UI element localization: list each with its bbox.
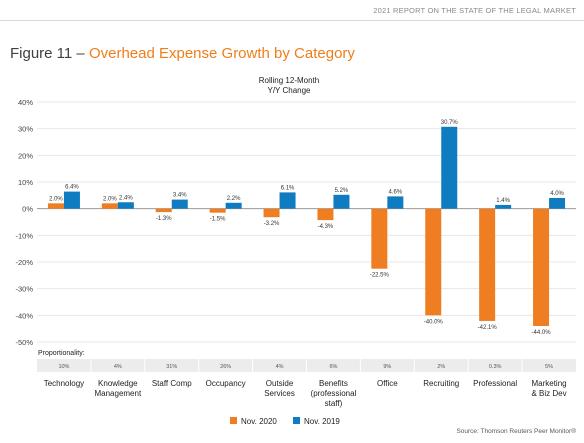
source-note: Source: Thomson Reuters Peer Monitor® — [456, 428, 576, 435]
category-label: Management — [94, 389, 141, 398]
proportionality-value: 4% — [114, 364, 122, 370]
legend-swatch-nov-2019 — [293, 417, 300, 424]
category-label: Occupancy — [206, 379, 246, 388]
category-label: Professional — [473, 379, 517, 388]
data-label-nov-2020: -4.3% — [318, 224, 334, 230]
report-header: 2021 REPORT ON THE STATE OF THE LEGAL MA… — [0, 0, 584, 21]
proportionality-value: 6% — [329, 364, 337, 370]
bar-nov-2019 — [279, 192, 296, 209]
proportionality-value: 4% — [276, 364, 284, 370]
category-label: Technology — [44, 379, 84, 388]
bar-nov-2020 — [155, 208, 172, 213]
bar-nov-2019 — [549, 198, 566, 209]
data-label-nov-2020: -1.5% — [210, 217, 226, 223]
figure-title-text: Overhead Expense Growth by Category — [88, 45, 355, 62]
category-label: Outside — [266, 379, 294, 388]
category-label: Recruiting — [423, 379, 459, 388]
chart-subtitle-line1: Rolling 12-Month — [259, 76, 319, 85]
data-label-nov-2020: -44.0% — [532, 330, 552, 336]
data-label-nov-2020: -3.2% — [264, 221, 280, 227]
data-label-nov-2020: -22.5% — [370, 273, 390, 279]
bar-nov-2019 — [225, 202, 242, 209]
data-label-nov-2020: -40.0% — [424, 319, 444, 325]
bar-nov-2019 — [63, 191, 80, 209]
data-label-nov-2020: 2.0% — [103, 196, 117, 202]
bar-nov-2020 — [263, 208, 280, 218]
report-title: 2021 REPORT ON THE STATE OF THE LEGAL MA… — [373, 6, 576, 15]
proportionality-value: 10% — [58, 364, 69, 370]
bar-nov-2019 — [441, 126, 458, 209]
bar-nov-2020 — [479, 208, 496, 321]
proportionality-value: 5% — [545, 364, 553, 370]
y-tick-label: -50% — [15, 338, 33, 347]
data-label-nov-2019: 4.0% — [550, 191, 564, 197]
category-label: staff) — [325, 399, 343, 408]
bar-nov-2020 — [47, 203, 64, 209]
legend-label-nov-2019: Nov. 2019 — [304, 417, 340, 426]
figure-number: Figure 11 – — [10, 45, 89, 62]
bar-nov-2020 — [101, 203, 118, 209]
data-label-nov-2019: 6.1% — [281, 185, 295, 191]
y-tick-label: 0% — [22, 205, 33, 214]
legend-label-nov-2020: Nov. 2020 — [241, 417, 277, 426]
category-label: Services — [264, 389, 295, 398]
data-label-nov-2019: 5.2% — [335, 188, 349, 194]
data-label-nov-2020: 2.0% — [49, 196, 63, 202]
proportionality-value: 9% — [383, 364, 391, 370]
data-label-nov-2020: -1.3% — [156, 216, 172, 222]
data-label-nov-2019: 3.4% — [173, 193, 187, 199]
legend-swatch-nov-2020 — [230, 417, 237, 424]
proportionality-value: 26% — [220, 364, 231, 370]
category-label: Knowledge — [98, 379, 138, 388]
category-label: (professional — [311, 389, 357, 398]
proportionality-heading: Proportionality: — [38, 350, 85, 357]
data-label-nov-2019: 4.6% — [389, 189, 403, 195]
y-tick-label: 40% — [18, 98, 33, 107]
category-label: & Biz Dev — [531, 389, 566, 398]
data-label-nov-2020: -42.1% — [478, 325, 498, 331]
data-label-nov-2019: 30.7% — [441, 120, 459, 126]
y-tick-label: 20% — [18, 151, 33, 160]
data-label-nov-2019: 2.2% — [227, 196, 241, 202]
bar-nov-2020 — [425, 208, 442, 316]
bar-nov-2019 — [171, 199, 188, 209]
bar-nov-2020 — [371, 208, 388, 269]
y-tick-label: 30% — [18, 125, 33, 134]
proportionality-value: 2% — [437, 364, 445, 370]
proportionality-value: 0.3% — [489, 364, 502, 370]
y-tick-label: -20% — [15, 258, 33, 267]
bar-nov-2020 — [533, 208, 550, 326]
figure-title: Figure 11 – Overhead Expense Growth by C… — [10, 45, 355, 62]
bar-nov-2019 — [333, 194, 350, 209]
y-tick-label: 10% — [18, 178, 33, 187]
bar-nov-2019 — [117, 202, 134, 209]
category-label: Marketing — [531, 379, 566, 388]
category-label: Office — [377, 379, 398, 388]
data-label-nov-2019: 6.4% — [65, 185, 79, 191]
category-label: Staff Comp — [152, 379, 192, 388]
y-tick-label: -10% — [15, 231, 33, 240]
y-tick-label: -30% — [15, 285, 33, 294]
chart-subtitle-line2: Y/Y Change — [268, 86, 312, 95]
data-label-nov-2019: 1.4% — [496, 198, 510, 204]
category-label: Benefits — [319, 379, 348, 388]
y-tick-label: -40% — [15, 311, 33, 320]
bar-nov-2019 — [387, 196, 404, 209]
data-label-nov-2019: 2.4% — [119, 195, 133, 201]
bar-nov-2019 — [495, 204, 512, 209]
bar-nov-2020 — [209, 208, 226, 213]
bar-nov-2020 — [317, 208, 334, 221]
proportionality-value: 31% — [166, 364, 177, 370]
